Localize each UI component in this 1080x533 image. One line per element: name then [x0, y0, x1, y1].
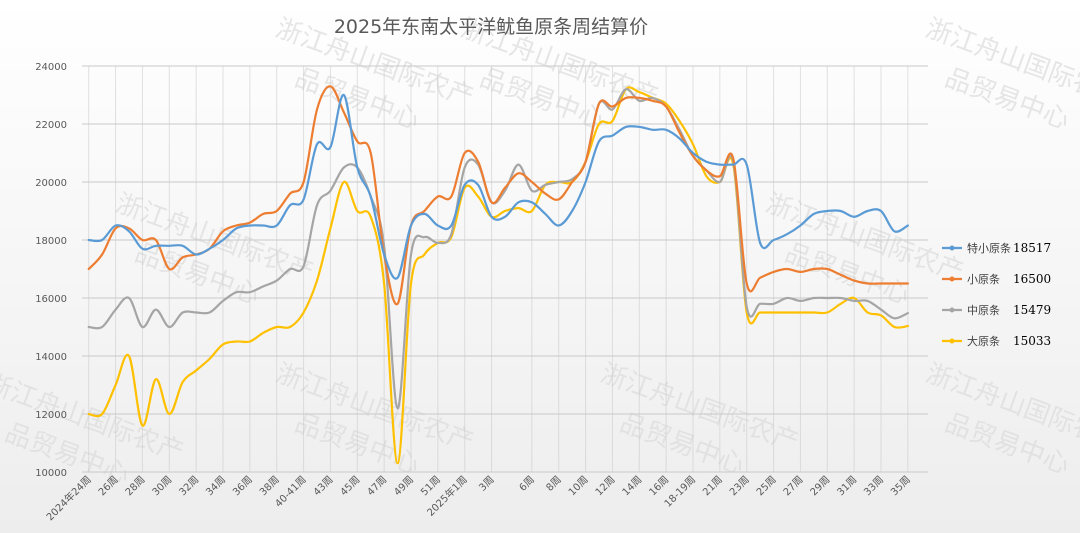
gridlines — [82, 65, 928, 473]
y-tick-label: 10000 — [35, 468, 67, 479]
x-tick-label: 29周 — [808, 474, 833, 499]
x-tick-label: 6周 — [517, 474, 537, 494]
x-tick-label: 2024年24周 — [43, 473, 93, 523]
y-tick-label: 12000 — [35, 410, 67, 421]
x-tick-label: 21周 — [700, 474, 725, 499]
x-tick-label: 3周 — [477, 474, 497, 494]
y-tick-label: 18000 — [35, 236, 67, 247]
legend-marker — [949, 307, 955, 313]
legend-value: 18517 — [1013, 241, 1051, 255]
x-tick-label: 10周 — [566, 474, 591, 499]
y-tick-label: 14000 — [35, 352, 67, 363]
x-tick-label: 16周 — [647, 474, 672, 499]
y-tick-label: 24000 — [35, 62, 67, 73]
series-lines — [87, 85, 909, 465]
x-tick-label: 27周 — [781, 474, 806, 499]
legend-value: 15033 — [1013, 334, 1051, 348]
series-line-2 — [87, 85, 909, 306]
x-tick-label: 33周 — [862, 474, 887, 499]
y-tick-label: 16000 — [35, 294, 67, 305]
x-tick-label: 51周 — [418, 474, 443, 499]
y-tick-label: 20000 — [35, 178, 67, 189]
legend-label: 特小原条 — [967, 241, 1011, 255]
x-tick-label: 34周 — [204, 474, 229, 499]
legend-label: 中原条 — [967, 303, 1000, 317]
legend-value: 16500 — [1013, 272, 1051, 286]
x-tick-label: 14周 — [620, 474, 645, 499]
y-axis: 10000 12000 14000 16000 18000 20000 22000 24000 — [35, 62, 67, 479]
legend-label: 大原条 — [967, 334, 1000, 348]
x-tick-label: 45周 — [338, 474, 363, 499]
y-tick-label: 22000 — [35, 120, 67, 131]
legend-value: 15479 — [1013, 303, 1051, 317]
legend-marker — [949, 245, 955, 251]
x-tick-label: 47周 — [365, 474, 390, 499]
x-tick-label: 43周 — [311, 474, 336, 499]
x-tick-label: 36周 — [230, 474, 255, 499]
x-tick-label: 38周 — [257, 474, 282, 499]
chart-title: 2025年东南太平洋鱿鱼原条周结算价 — [334, 16, 648, 38]
legend-label: 小原条 — [967, 272, 1000, 286]
x-tick-label: 31周 — [835, 474, 860, 499]
legend: 特小原条 18517 小原条 16500 中原条 15479 大原条 15033 — [942, 241, 1051, 348]
series-line-1 — [87, 93, 909, 280]
x-tick-label: 12周 — [593, 474, 618, 499]
legend-marker — [949, 276, 955, 282]
x-tick-label: 32周 — [177, 474, 202, 499]
x-tick-label: 8周 — [544, 474, 564, 494]
x-tick-label: 25周 — [754, 474, 779, 499]
x-tick-label: 35周 — [888, 474, 913, 499]
legend-marker — [949, 338, 955, 344]
x-tick-label: 30周 — [150, 474, 175, 499]
